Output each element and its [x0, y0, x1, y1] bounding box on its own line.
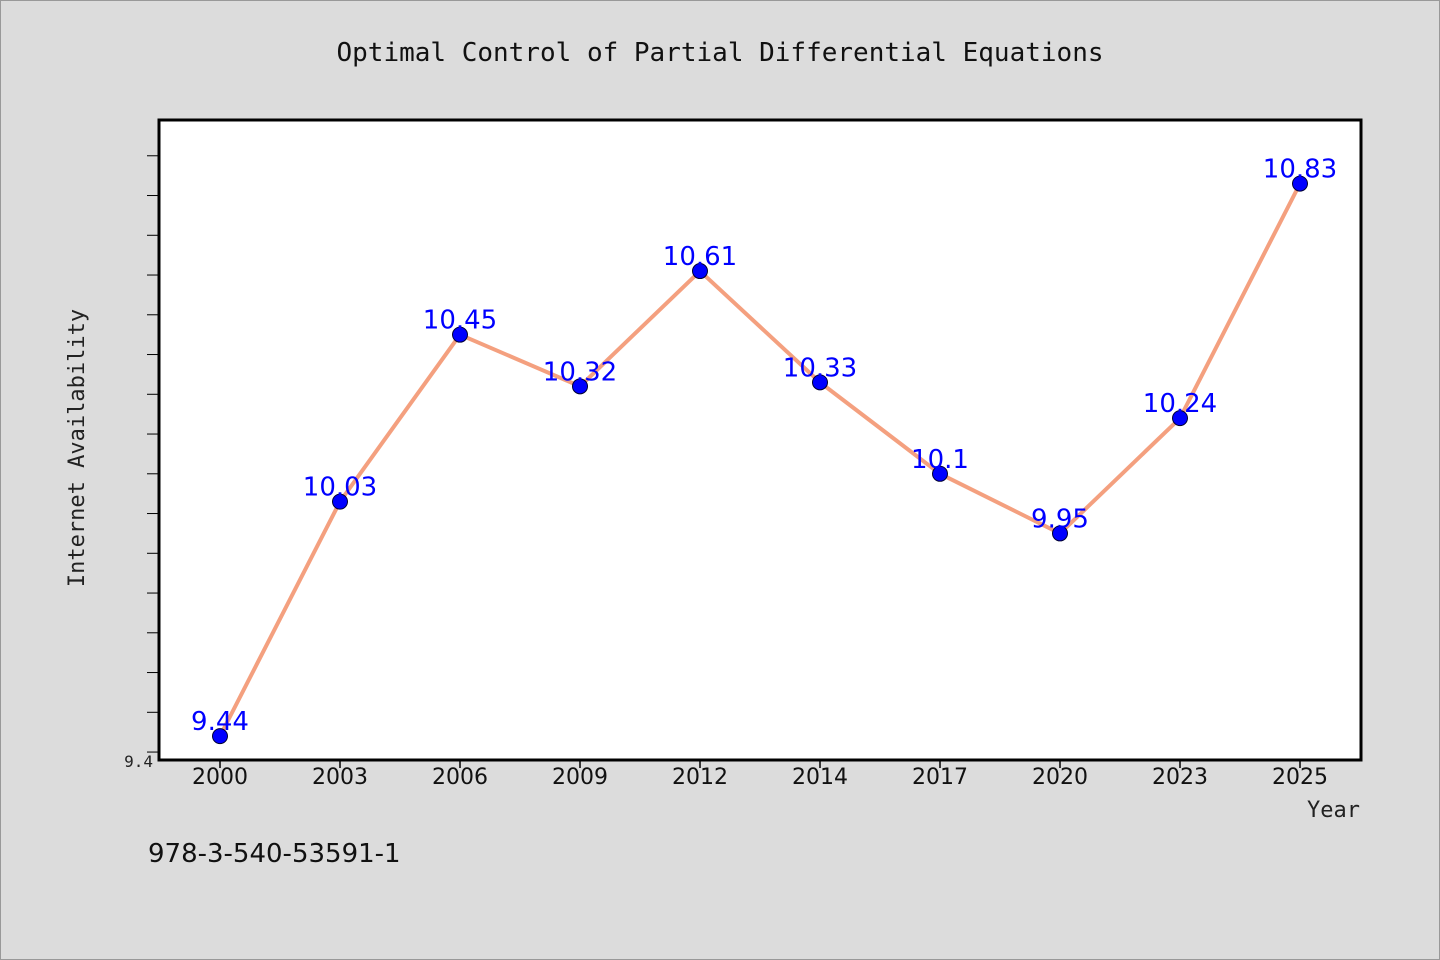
footer-isbn: 978-3-540-53591-1 — [148, 839, 401, 869]
data-label: 10.1 — [911, 445, 969, 475]
x-tick-label: 2023 — [1152, 765, 1208, 790]
data-point — [812, 374, 828, 391]
x-axis-label: Year — [1307, 798, 1360, 823]
data-label: 10.45 — [423, 306, 497, 336]
x-axis: 2000 2003 2006 2009 2012 2014 2017 2020 2023 2025 — [192, 760, 1328, 790]
y-axis: 9.4 — [124, 155, 159, 771]
data-label: 10.61 — [663, 242, 737, 272]
plot-area — [157, 118, 1363, 762]
y-axis-label: Internet Availability — [65, 309, 90, 587]
x-tick-label: 2025 — [1272, 765, 1328, 790]
data-point — [692, 263, 708, 280]
data-label: 9.44 — [191, 707, 249, 737]
series-line — [218, 181, 1302, 739]
data-label: 10.24 — [1143, 389, 1217, 419]
x-tick-label: 2006 — [432, 765, 488, 790]
data-point — [932, 465, 948, 482]
data-label: 10.32 — [543, 357, 617, 387]
data-point — [572, 378, 588, 395]
x-tick-label: 2012 — [672, 765, 728, 790]
data-labels: 9.44 10.03 10.45 10.32 10.61 10.33 10.1 9.95 10.… — [191, 155, 1337, 738]
data-point — [212, 728, 228, 745]
data-point — [1292, 175, 1308, 192]
x-tick-label: 2014 — [792, 765, 848, 790]
data-point — [1172, 410, 1188, 427]
x-tick-label: 2003 — [312, 765, 368, 790]
x-tick-label: 2000 — [192, 765, 248, 790]
data-label: 10.03 — [303, 473, 377, 503]
series-layer — [212, 175, 1308, 745]
data-label: 10.83 — [1263, 155, 1337, 185]
data-point — [452, 326, 468, 343]
x-tick-label: 2020 — [1032, 765, 1088, 790]
x-tick-label: 2009 — [552, 765, 608, 790]
x-tick-label: 2017 — [912, 765, 968, 790]
data-point — [1052, 525, 1068, 542]
data-label: 10.33 — [783, 353, 857, 383]
data-point — [332, 493, 348, 510]
y-tick-label: 9.4 — [124, 752, 153, 771]
chart-title: Optimal Control of Partial Differential … — [336, 38, 1103, 68]
data-label: 9.95 — [1031, 504, 1089, 534]
